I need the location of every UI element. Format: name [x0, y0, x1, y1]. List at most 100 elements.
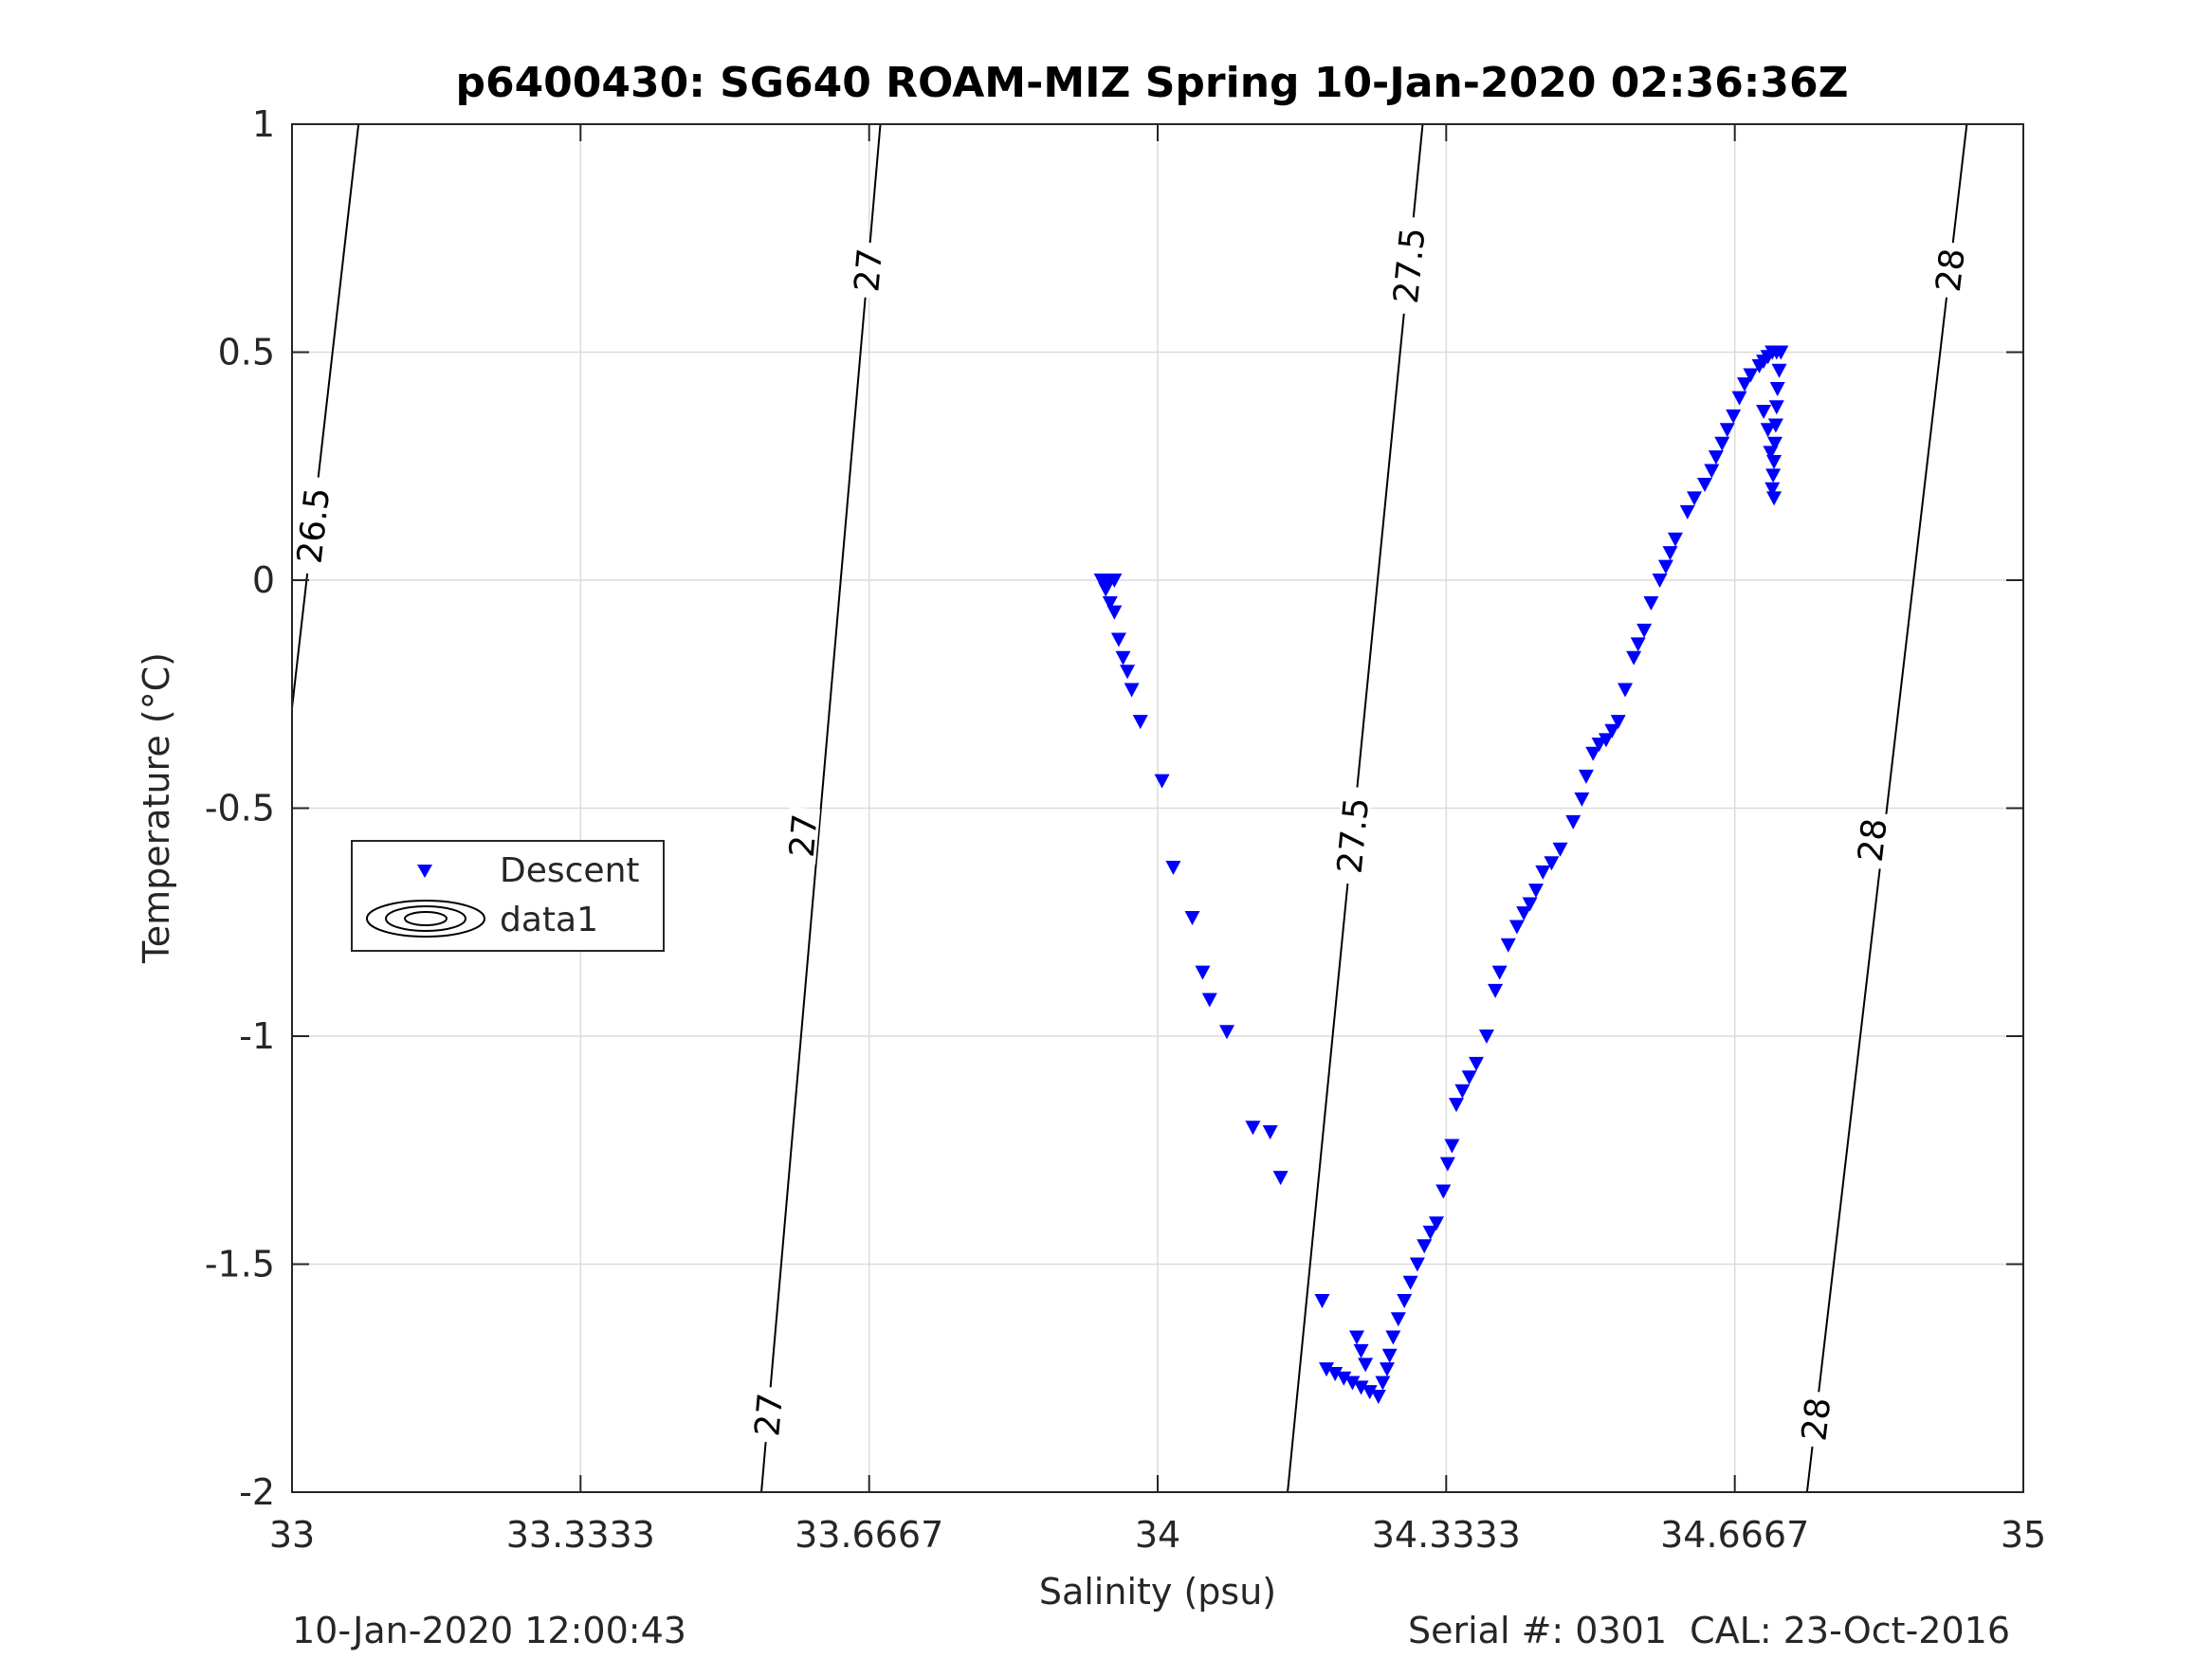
descent-point [1626, 650, 1642, 665]
descent-point [1767, 418, 1783, 433]
descent-point [1687, 491, 1703, 506]
descent-point [1195, 965, 1211, 980]
descent-point [1726, 409, 1742, 424]
descent-point [1773, 345, 1789, 360]
descent-point [1731, 391, 1747, 406]
grid-lines [292, 124, 2023, 1492]
isopycnal-label: 28 [1795, 1395, 1838, 1443]
y-tick-label: 0 [252, 559, 275, 601]
descent-point [1478, 1030, 1494, 1044]
descent-point [1132, 715, 1148, 730]
descent-point [1385, 1330, 1401, 1345]
isopycnal-label: 27.5 [1387, 226, 1434, 305]
descent-point [1120, 665, 1136, 680]
descent-point [1165, 861, 1181, 876]
x-tick-label: 33 [269, 1514, 315, 1556]
isopycnal-line-26.5 [291, 123, 360, 708]
descent-point [1488, 983, 1504, 998]
descent-point [1769, 381, 1785, 396]
descent-point [1697, 477, 1713, 492]
descent-point [1115, 650, 1131, 665]
isopycnal-label-gap [1797, 1390, 1835, 1449]
descent-point [1454, 1084, 1471, 1099]
descent-point [1604, 723, 1620, 738]
descent-point [1636, 623, 1653, 638]
descent-point [1353, 1343, 1369, 1358]
descent-point [1764, 482, 1781, 497]
descent-point [1598, 733, 1614, 748]
y-tick-label: -1 [239, 1015, 275, 1057]
descent-point [1439, 1157, 1455, 1172]
isopycnal-label-group: 28 [1795, 1390, 1838, 1449]
descent-point [1124, 683, 1140, 698]
isopycnal-label-gap [1931, 241, 1968, 300]
descent-point [1358, 1358, 1374, 1373]
isopycnal-line-28 [1805, 123, 1968, 1493]
descent-point [1102, 596, 1118, 611]
descent-point [1444, 1139, 1460, 1154]
descent-point [1643, 596, 1659, 611]
descent-point [1353, 1380, 1369, 1395]
legend-descent-marker [417, 865, 432, 878]
descent-point [1574, 792, 1590, 807]
descent-point [1662, 546, 1678, 561]
descent-point [1468, 1056, 1484, 1071]
x-tick-label: 33.3333 [506, 1514, 655, 1556]
descent-point [1362, 1385, 1378, 1400]
isopycnal-label-gap [1332, 786, 1373, 885]
descent-point [1272, 1171, 1289, 1186]
descent-point [1381, 1348, 1398, 1363]
descent-point [1397, 1293, 1413, 1308]
descent-point [1184, 910, 1200, 925]
descent-point [1516, 906, 1532, 921]
descent-point [1245, 1121, 1261, 1136]
descent-point [1219, 1025, 1235, 1040]
isopycnal-label-group: 28 [1929, 241, 1973, 300]
isopycnal-label-gap [1853, 811, 1891, 869]
descent-point [1578, 769, 1594, 784]
descent-point [1402, 1275, 1418, 1290]
y-tick-label: -1.5 [205, 1244, 275, 1285]
descent-point [1336, 1371, 1352, 1386]
descent-point [1500, 938, 1516, 953]
legend: Descent data1 [351, 840, 665, 952]
descent-point [1679, 504, 1695, 520]
descent-point [1154, 774, 1170, 789]
isopycnal-label-gap [292, 475, 334, 575]
descent-point [1760, 423, 1776, 438]
descent-point [1552, 842, 1568, 857]
descent-point [1106, 574, 1123, 588]
isopycnal-label-group: 27.5 [1331, 786, 1378, 885]
descent-point [1766, 436, 1782, 451]
isopycnal-label: 28 [1852, 816, 1895, 864]
chart-title: p6400430: SG640 ROAM-MIZ Spring 10-Jan-2… [455, 59, 1848, 107]
descent-point [1522, 897, 1538, 912]
legend-descent-label: Descent [500, 851, 640, 890]
isopycnal-label: 27.5 [1331, 796, 1378, 876]
x-tick-label: 34.3333 [1372, 1514, 1521, 1556]
x-tick-label: 34.6667 [1660, 1514, 1809, 1556]
isopycnal-label-group: 27.5 [1387, 215, 1434, 316]
descent-point [1771, 363, 1787, 378]
descent-point [1618, 683, 1634, 698]
descent-point [1370, 1389, 1386, 1404]
y-tick-label: 0.5 [218, 332, 275, 374]
isopycnal-label-gap [850, 241, 886, 300]
isopycnal-label-group: 26.5 [290, 475, 338, 575]
descent-point [1652, 574, 1668, 588]
descent-point [1327, 1366, 1344, 1381]
descent-point [1491, 965, 1508, 980]
descent-point [1409, 1257, 1425, 1272]
descent-point [1461, 1070, 1477, 1085]
descent-point [1435, 1184, 1452, 1199]
isopycnal-label-group: 27 [783, 807, 826, 865]
y-tick-label: 1 [252, 103, 275, 145]
descent-point [1448, 1098, 1464, 1113]
descent-point [1262, 1125, 1278, 1140]
x-tick-label: 34 [1135, 1514, 1180, 1556]
footer-serial-cal: Serial #: 0301 CAL: 23-Oct-2016 [1408, 1610, 2010, 1651]
descent-point [1630, 637, 1646, 652]
isopycnal-label-gap [750, 1385, 786, 1444]
descent-point [1763, 446, 1779, 461]
